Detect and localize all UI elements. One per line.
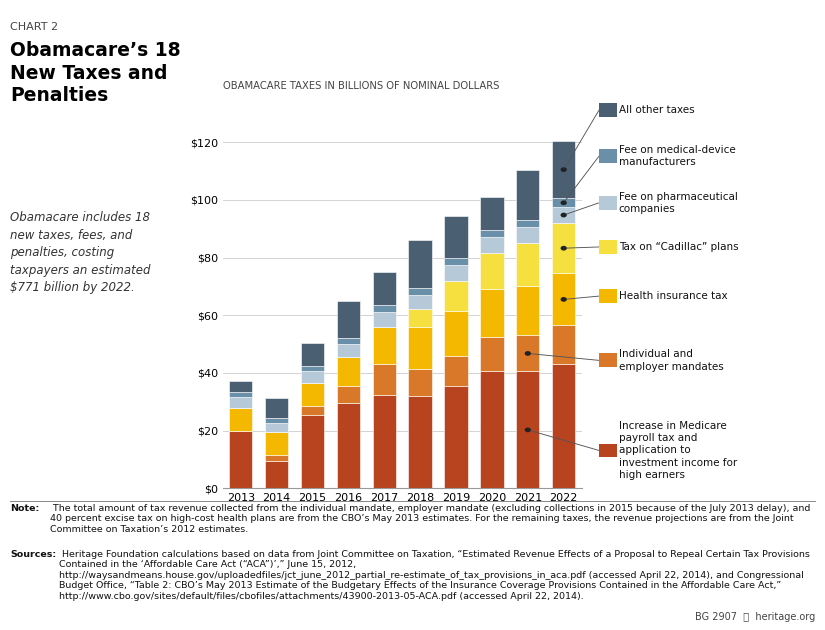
Bar (373, 305, 396, 312)
Bar (516, 169, 540, 220)
Text: Individual and
employer mandates: Individual and employer mandates (619, 349, 724, 372)
Bar (265, 461, 288, 488)
Bar (408, 309, 431, 327)
Bar (337, 344, 360, 357)
Bar (265, 455, 288, 461)
Bar (516, 287, 540, 335)
Bar (445, 386, 468, 488)
Bar (265, 432, 288, 455)
Bar (301, 406, 324, 415)
Bar (480, 337, 503, 372)
Bar (373, 272, 396, 305)
Bar (516, 220, 540, 227)
Bar (480, 372, 503, 488)
Bar (408, 327, 431, 369)
Text: Obamacare’s 18
New Taxes and
Penalties: Obamacare’s 18 New Taxes and Penalties (10, 41, 181, 105)
Bar (552, 198, 575, 207)
Text: Fee on medical-device
manufacturers: Fee on medical-device manufacturers (619, 145, 736, 168)
Bar (408, 369, 431, 396)
Text: Obamacare includes 18
new taxes, fees, and
penalties, costing
taxpayers an estim: Obamacare includes 18 new taxes, fees, a… (10, 211, 150, 294)
Bar (445, 265, 468, 280)
Text: Increase in Medicare
payroll tax and
application to
investment income for
high e: Increase in Medicare payroll tax and app… (619, 421, 737, 480)
Bar (337, 357, 360, 386)
Bar (373, 327, 396, 364)
Bar (337, 403, 360, 488)
Text: The total amount of tax revenue collected from the individual mandate, employer : The total amount of tax revenue collecte… (50, 504, 810, 534)
Text: CHART 2: CHART 2 (10, 22, 58, 32)
Bar (408, 396, 431, 488)
Bar (408, 240, 431, 288)
Text: All other taxes: All other taxes (619, 105, 695, 115)
Bar (516, 227, 540, 243)
Bar (229, 408, 252, 430)
Bar (265, 423, 288, 432)
Bar (480, 253, 503, 289)
Text: Heritage Foundation calculations based on data from Joint Committee on Taxation,: Heritage Foundation calculations based o… (59, 550, 809, 600)
Bar (480, 238, 503, 253)
Text: OBAMACARE TAXES IN BILLIONS OF NOMINAL DOLLARS: OBAMACARE TAXES IN BILLIONS OF NOMINAL D… (223, 81, 499, 91)
Bar (408, 295, 431, 309)
Bar (552, 207, 575, 223)
Bar (301, 383, 324, 406)
Bar (301, 343, 324, 366)
Bar (445, 258, 468, 265)
Bar (552, 140, 575, 198)
Bar (373, 394, 396, 488)
Bar (516, 335, 540, 372)
Bar (301, 372, 324, 383)
Bar (445, 355, 468, 386)
Bar (229, 381, 252, 392)
Bar (337, 338, 360, 344)
Bar (445, 215, 468, 258)
Bar (265, 398, 288, 418)
Bar (337, 386, 360, 403)
Bar (337, 301, 360, 338)
Bar (301, 366, 324, 372)
Text: Tax on “Cadillac” plans: Tax on “Cadillac” plans (619, 242, 738, 252)
Bar (552, 223, 575, 273)
Bar (373, 312, 396, 327)
Bar (552, 364, 575, 488)
Bar (229, 398, 252, 408)
Bar (552, 325, 575, 364)
Bar (480, 289, 503, 337)
Bar (229, 430, 252, 488)
Bar (373, 364, 396, 394)
Text: Health insurance tax: Health insurance tax (619, 291, 728, 301)
Bar (516, 243, 540, 287)
Bar (408, 288, 431, 295)
Text: Note:: Note: (10, 504, 39, 513)
Bar (480, 197, 503, 230)
Bar (265, 418, 288, 423)
Bar (480, 230, 503, 238)
Bar (445, 280, 468, 311)
Bar (552, 273, 575, 325)
Bar (516, 372, 540, 488)
Bar (301, 415, 324, 488)
Text: Sources:: Sources: (10, 550, 56, 559)
Text: Fee on pharmaceutical
companies: Fee on pharmaceutical companies (619, 192, 738, 214)
Bar (229, 392, 252, 398)
Bar (445, 311, 468, 355)
Text: BG 2907  🏛  heritage.org: BG 2907 🏛 heritage.org (695, 612, 815, 622)
